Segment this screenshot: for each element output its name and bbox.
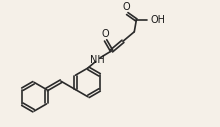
Text: O: O	[123, 2, 131, 12]
Text: NH: NH	[90, 55, 105, 65]
Text: O: O	[102, 29, 109, 39]
Text: OH: OH	[151, 15, 166, 25]
